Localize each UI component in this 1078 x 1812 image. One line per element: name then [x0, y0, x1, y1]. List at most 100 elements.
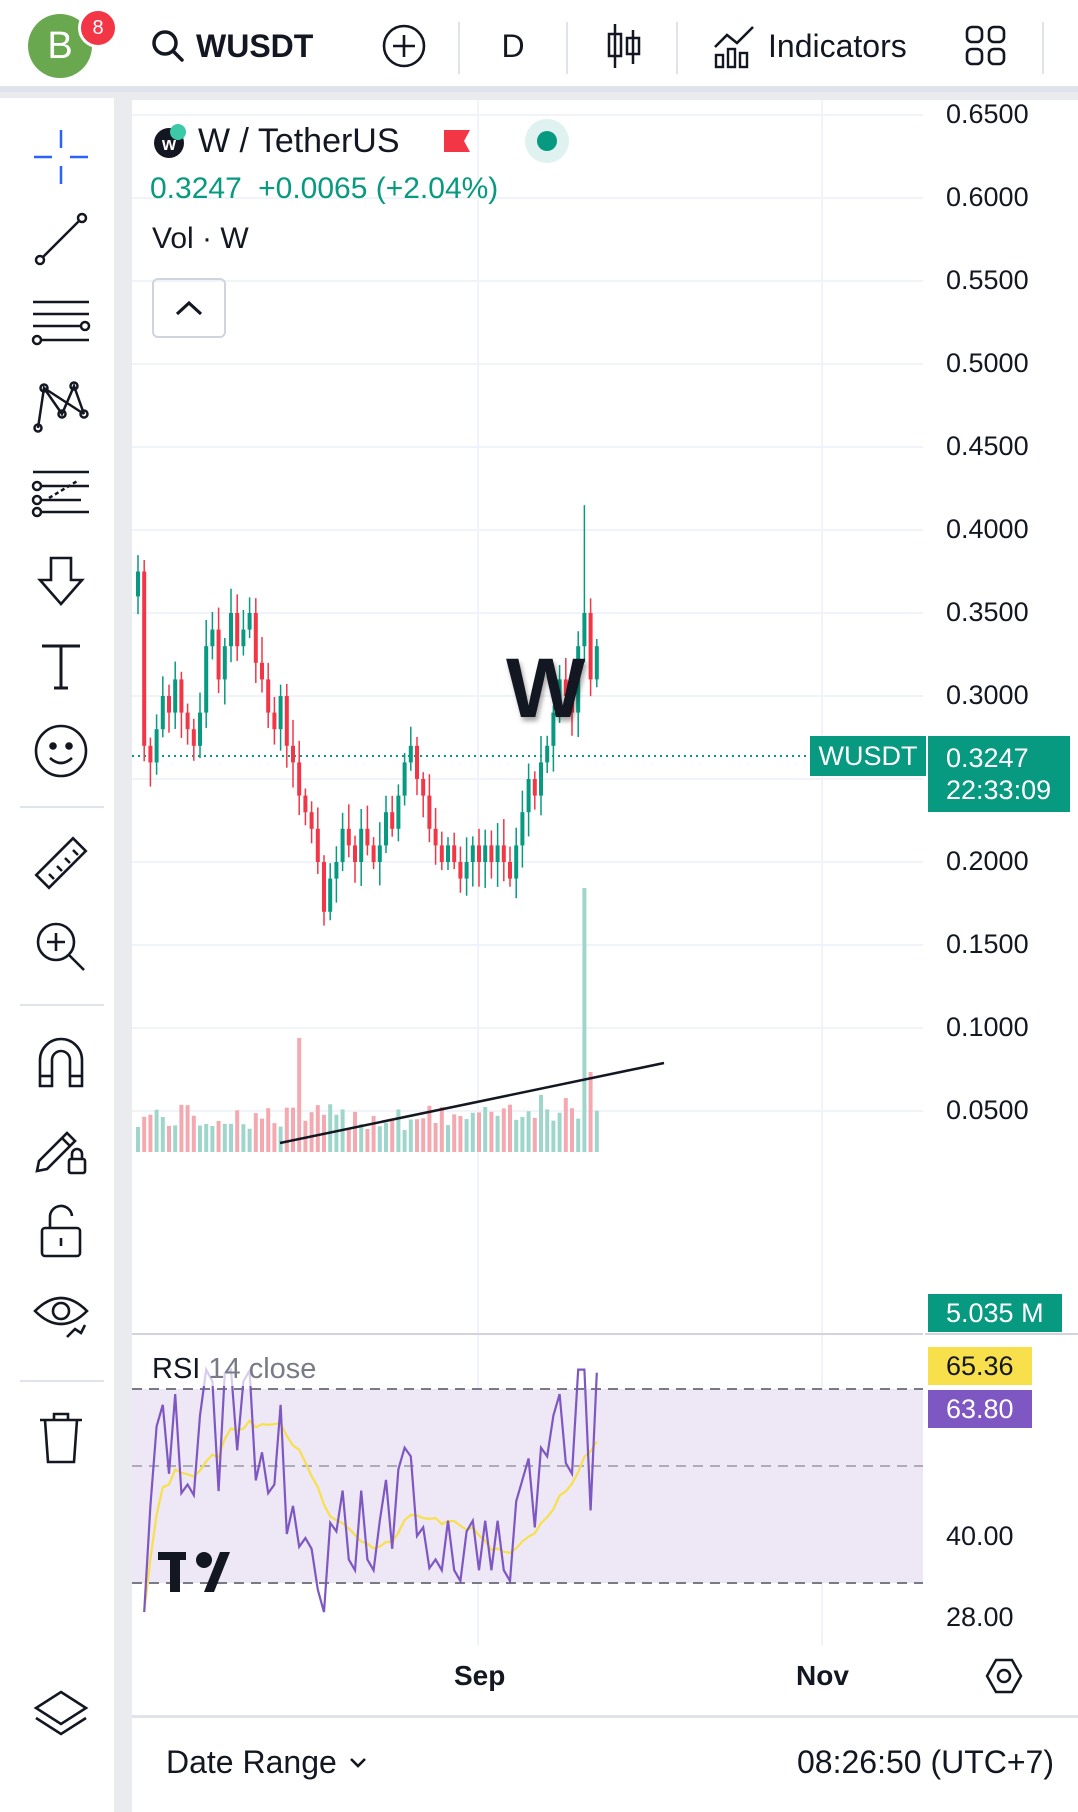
rsi-line [143, 1366, 598, 1613]
chart-settings-button[interactable] [984, 1656, 1024, 1701]
candle [551, 712, 556, 746]
object-tree-tool[interactable] [28, 1682, 94, 1748]
magnet-tool[interactable] [28, 1030, 94, 1096]
volume-bar [408, 1119, 413, 1152]
rsi-band [132, 1389, 924, 1583]
forecast-tool[interactable] [28, 460, 94, 526]
candle [322, 862, 326, 912]
candle [514, 845, 519, 879]
last-price: 0.3247 [150, 172, 242, 205]
volume-bar [315, 1105, 320, 1152]
candle [408, 745, 413, 763]
collapse-legend-button[interactable] [152, 278, 226, 338]
w-coin-icon: w [154, 124, 186, 158]
price-axis-label: 0.4000 [946, 514, 1029, 544]
volume-bar [588, 1072, 593, 1152]
crosshair-tool[interactable] [28, 124, 94, 190]
candle [495, 845, 500, 862]
chart-grid [477, 100, 823, 1645]
symbol-price-tag: WUSDT [810, 736, 926, 776]
date-range-button[interactable]: Date Range [166, 1744, 367, 1781]
volume-bar [415, 1119, 419, 1152]
layouts-button[interactable] [964, 20, 1008, 72]
candle [328, 878, 333, 912]
chart-pane[interactable]: w W / TetherUS 0.3247 +0.0065 (+2.04%) V… [132, 99, 1078, 1715]
volume-bars [136, 888, 599, 1152]
rsi-legend[interactable]: RSI 14 close [152, 1353, 323, 1386]
volume-bar [210, 1126, 215, 1152]
price-change-line: 0.3247 +0.0065 (+2.04%) [150, 172, 498, 206]
svg-text:w: w [161, 134, 177, 154]
candle [415, 745, 419, 779]
crosshair-icon [34, 130, 88, 184]
volume-bar [253, 1113, 258, 1152]
flag-icon[interactable] [440, 124, 474, 158]
candle [371, 845, 376, 862]
emoji-tool[interactable] [28, 718, 94, 784]
volume-bar [309, 1112, 314, 1152]
volume-bar [204, 1123, 209, 1152]
zoom-in-tool[interactable] [28, 914, 94, 980]
volume-bar [520, 1116, 525, 1152]
candle [458, 862, 463, 879]
candle [148, 745, 153, 763]
chart-type-button[interactable] [598, 20, 650, 72]
candle [291, 745, 295, 763]
w-pattern-annotation[interactable]: W [506, 641, 586, 735]
price-axis-label: 0.3500 [946, 597, 1029, 627]
symbol-search-button[interactable]: WUSDT [150, 22, 313, 70]
date-range-label: Date Range [166, 1744, 337, 1780]
symbol-label: WUSDT [196, 27, 314, 64]
volume-bar [303, 1120, 308, 1152]
candle [216, 629, 221, 680]
volume-bar [328, 1104, 333, 1152]
candle [173, 679, 178, 713]
lock-all-tool[interactable] [28, 1198, 94, 1264]
volume-bar [377, 1126, 382, 1152]
trendline-tool[interactable] [28, 206, 94, 272]
volume-bar [452, 1114, 457, 1152]
volume-bar [594, 1110, 599, 1152]
text-tool[interactable] [28, 634, 94, 700]
bar-countdown: 22:33:09 [946, 775, 1052, 805]
hide-drawings-tool[interactable] [28, 1280, 94, 1346]
zoom-in-icon [36, 922, 85, 971]
indicators-button[interactable]: Indicators [712, 20, 907, 72]
clock-timezone[interactable]: 08:26:50 (UTC+7) [796, 1744, 1054, 1780]
interval-button[interactable]: D [488, 20, 538, 72]
support-trendline[interactable] [279, 1061, 665, 1145]
chart-canvas[interactable] [132, 100, 1078, 1715]
fib-lines-icon [31, 300, 91, 346]
volume-bar [272, 1123, 277, 1152]
volume-bar [483, 1106, 488, 1152]
rsi-lines [143, 1366, 598, 1613]
candle [346, 828, 351, 846]
market-open-icon[interactable] [524, 118, 570, 164]
layers-icon [33, 1690, 89, 1736]
volume-bar [191, 1115, 196, 1152]
volume-bar [235, 1110, 240, 1152]
symbol-legend[interactable]: w W / TetherUS [150, 118, 570, 164]
candle [576, 646, 581, 713]
settings-hexagon-icon [985, 1658, 1023, 1694]
rsi-axis-label: 40.00 [946, 1521, 1014, 1551]
ruler-tool[interactable] [28, 831, 94, 897]
chevron-down-icon [349, 1757, 366, 1768]
arrow-marker-tool[interactable] [28, 548, 94, 614]
drawing-toolbar [0, 98, 122, 1812]
lock-drawings-tool[interactable] [28, 1114, 94, 1180]
remove-drawings-tool[interactable] [28, 1404, 94, 1470]
interval-label: D [501, 27, 525, 64]
volume-bar [427, 1105, 432, 1152]
compare-symbol-button[interactable] [376, 20, 432, 72]
volume-bar [371, 1116, 376, 1152]
fib-retracement-tool[interactable] [28, 290, 94, 356]
notification-badge[interactable]: 8 [78, 8, 118, 48]
volume-bar [278, 1126, 283, 1152]
candle [142, 571, 147, 746]
volume-legend[interactable]: Vol · W [152, 222, 249, 255]
pattern-tool[interactable] [28, 374, 94, 440]
bottom-toolbar: Date Range 08:26:50 (UTC+7) [132, 1715, 1078, 1812]
smiley-icon [34, 724, 88, 778]
price-axis-label: 0.5000 [946, 348, 1029, 378]
